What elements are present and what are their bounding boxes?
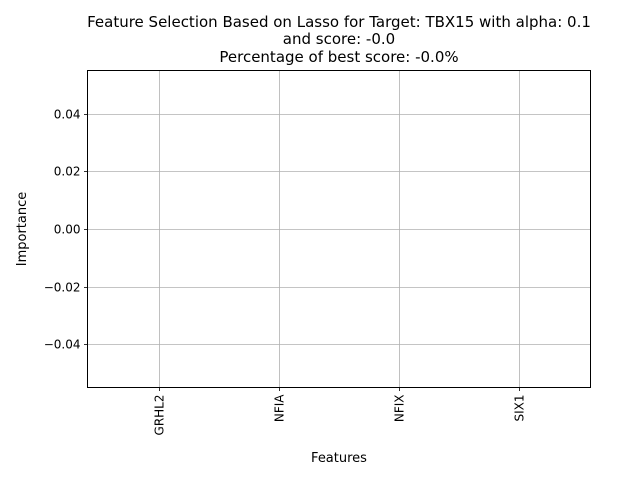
- y-tick-label: 0.04: [54, 108, 81, 122]
- x-tick-label: NFIX: [393, 395, 407, 423]
- chart-title-line-1: Feature Selection Based on Lasso for Tar…: [87, 13, 591, 31]
- y-tick-label: −0.02: [44, 281, 81, 295]
- x-axis-ticks: GRHL2 NFIA NFIX SIX1: [153, 387, 527, 436]
- x-tick-label: SIX1: [513, 395, 527, 422]
- chart-title: Feature Selection Based on Lasso for Tar…: [87, 13, 591, 66]
- chart-title-line-2: and score: -0.0: [283, 30, 395, 48]
- plot-area-frame: [87, 70, 591, 388]
- chart-title-line-3: Percentage of best score: -0.0%: [219, 48, 458, 66]
- grid-lines: [87, 70, 591, 388]
- y-axis-label: Importance: [15, 192, 30, 267]
- y-tick-label: 0.00: [54, 223, 81, 237]
- x-tick-label: NFIA: [273, 394, 287, 422]
- y-tick-label: 0.02: [54, 165, 81, 179]
- y-axis-ticks: −0.04 −0.02 0.00 0.02 0.04: [44, 108, 88, 352]
- y-tick-label: −0.04: [44, 338, 81, 352]
- x-tick-label: GRHL2: [153, 395, 167, 436]
- x-axis-label: Features: [311, 451, 367, 466]
